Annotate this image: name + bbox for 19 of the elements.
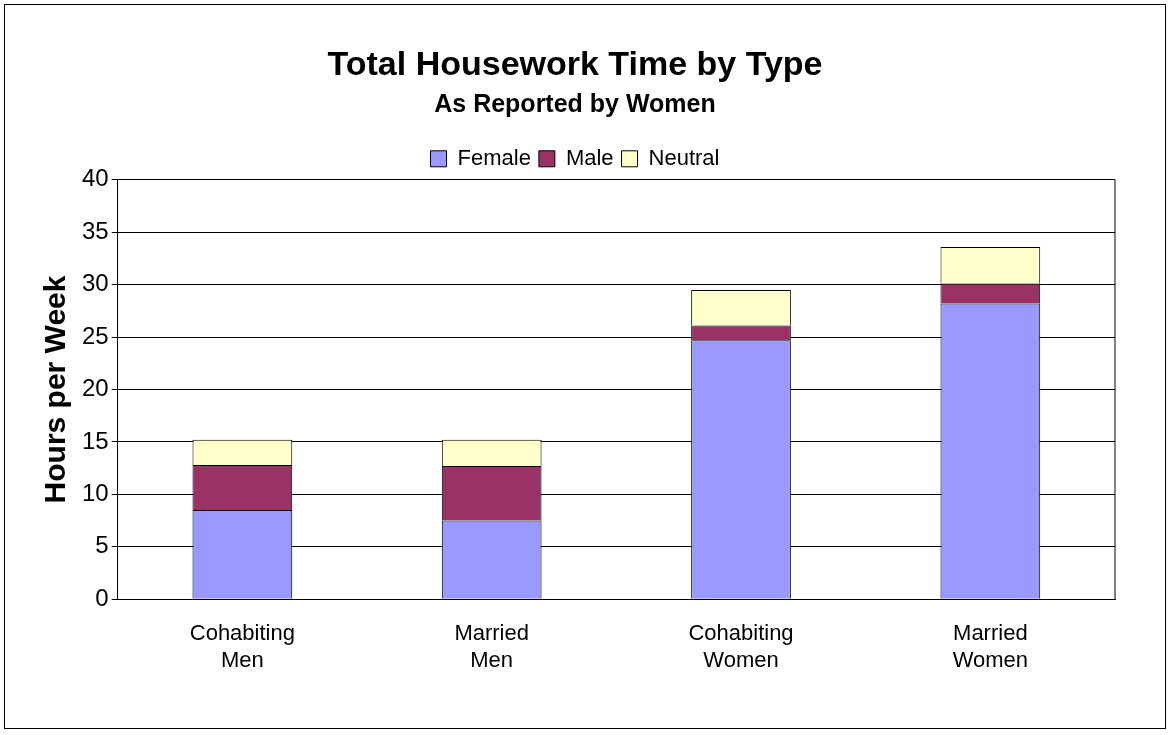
x-tick-label: Married Women <box>952 620 1029 672</box>
x-tick-label: Cohabiting Men <box>189 620 295 672</box>
y-tick-label: 30 <box>81 269 109 297</box>
x-tick-label: Cohabiting Women <box>688 620 794 672</box>
legend-label: Neutral <box>648 144 720 170</box>
y-tick-label: 10 <box>81 478 109 506</box>
y-tick-label: 5 <box>95 531 109 559</box>
chart-title: Total Housework Time by Type <box>327 43 823 82</box>
y-tick-label: 40 <box>81 164 109 192</box>
legend-label: Female <box>457 144 531 170</box>
y-tick-label: 25 <box>81 321 109 349</box>
legend-label: Male <box>565 144 614 170</box>
y-tick-label: 0 <box>95 583 109 611</box>
x-tick-label: Married Men <box>454 620 529 672</box>
chart-subtitle: As Reported by Women <box>434 88 716 117</box>
y-tick-label: 35 <box>81 216 109 244</box>
y-tick-label: 15 <box>81 426 109 454</box>
y-axis-title: Hours per Week <box>38 275 72 504</box>
y-tick-label: 20 <box>81 374 109 402</box>
